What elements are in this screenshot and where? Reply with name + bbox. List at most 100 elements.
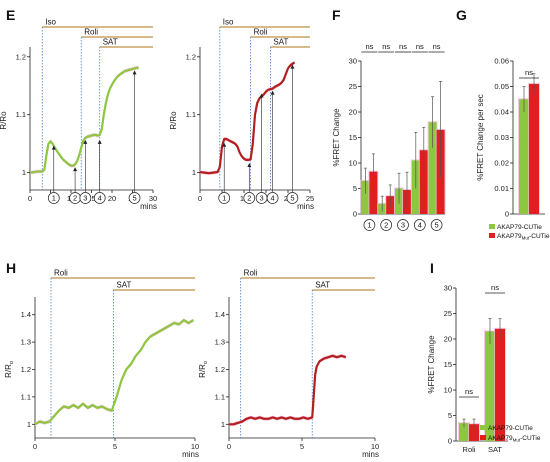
- y-tick-label: 1: [22, 168, 26, 177]
- legend-i: AKAP79-CUTie AKAP79Mut-CUTie: [480, 425, 541, 443]
- legend-label-mut-suffix-i: -CUTie: [520, 435, 541, 442]
- x-tick-label: 20: [108, 194, 116, 203]
- y-tick-label: 1: [192, 168, 196, 177]
- y-tick-label: 0.03: [494, 133, 509, 142]
- treatment-label: Roli: [254, 28, 268, 37]
- phase-label: 5: [132, 194, 136, 203]
- y-tick-label: 1.1: [186, 110, 196, 119]
- category-label: 2: [384, 221, 388, 230]
- treatment-label: Roli: [54, 269, 68, 278]
- y-tick-label: 20: [444, 335, 452, 344]
- sem-band: [200, 60, 295, 176]
- x-tick-label: 10: [191, 442, 199, 451]
- y-tick-label: 0: [448, 437, 452, 446]
- series-line: [29, 66, 139, 174]
- legend-label-mut-main: AKAP79: [497, 233, 522, 240]
- y-tick-label: 0.01: [494, 184, 509, 193]
- y-axis-label: %FRET Change: [332, 108, 341, 167]
- phase-label: 1: [222, 194, 226, 203]
- category-circle: [413, 219, 426, 231]
- y-tick-label: 0: [505, 210, 509, 219]
- chart-f: 0 5 10 15 20 25 30 %FRET Change ns 1 ns 2 ns 3 ns 4 ns 5: [332, 42, 446, 231]
- legend-label-mut: AKAP79Mut-CUTie: [497, 233, 550, 241]
- significance-label: ns: [365, 42, 373, 51]
- phase-label: 5: [290, 194, 294, 203]
- legend-label-mut-i: AKAP79Mut-CUTie: [488, 435, 541, 443]
- x-tick-label: 15: [87, 194, 95, 203]
- significance-label: ns: [416, 42, 424, 51]
- category-circle: [397, 219, 409, 231]
- bar: [519, 99, 529, 214]
- x-axis-label: mins: [182, 450, 199, 459]
- phase-label: 4: [98, 194, 102, 203]
- series-line: [34, 319, 194, 426]
- legend-swatch-mut: [489, 233, 495, 238]
- phase-arrowhead: [290, 64, 295, 69]
- x-tick-label: 0: [33, 442, 37, 451]
- y-axis-label-sub: o: [203, 361, 209, 364]
- y-tick-label: 0.02: [494, 159, 509, 168]
- panel-letter-e: E: [6, 7, 15, 23]
- treatment-label: SAT: [116, 281, 131, 290]
- category-circle: [430, 219, 443, 231]
- phase-circle: [128, 192, 141, 204]
- category-label: 1: [367, 221, 371, 230]
- phase-circle: [266, 192, 279, 204]
- y-tick-label: 1.2: [186, 52, 196, 61]
- legend-label-wt: AKAP79-CUTie: [497, 224, 542, 231]
- bar: [529, 83, 539, 214]
- panel-letter-g: G: [456, 7, 467, 23]
- category-label: 3: [401, 221, 405, 230]
- y-tick-label: 1.2: [21, 365, 31, 374]
- y-tick-label: 5: [448, 411, 452, 420]
- x-tick-label: 10: [371, 442, 379, 451]
- phase-label: 3: [260, 194, 264, 203]
- y-tick-label: 30: [349, 57, 357, 66]
- phase-arrowhead: [73, 167, 78, 172]
- treatment-label: Roli: [244, 269, 258, 278]
- phase-circle: [218, 192, 231, 204]
- x-axis-label: mins: [297, 202, 314, 211]
- phase-arrowhead: [51, 145, 56, 150]
- bar: [495, 328, 505, 441]
- y-axis-label-main: R/Ro: [0, 111, 8, 130]
- phase-arrowhead: [97, 139, 102, 144]
- y-axis-label-sub: o: [9, 361, 15, 364]
- y-tick-label: 1.4: [21, 310, 31, 319]
- panel-letter-f: F: [332, 7, 341, 23]
- significance-label: ns: [525, 68, 533, 77]
- y-tick-label: 1.3: [215, 338, 225, 347]
- x-axis-label: mins: [140, 202, 157, 211]
- category-label: Roli: [463, 445, 476, 454]
- y-axis-label: %FRET Change: [427, 335, 436, 394]
- phase-label: 2: [73, 194, 77, 203]
- treatment-label: Iso: [223, 18, 234, 27]
- x-tick-label: 0: [227, 442, 231, 451]
- treatment-label: SAT: [273, 38, 288, 47]
- y-tick-label: 5: [353, 184, 357, 193]
- x-tick-label: 30: [149, 194, 157, 203]
- series-line: [229, 354, 347, 426]
- bar: [361, 180, 370, 214]
- phase-label: 3: [83, 194, 87, 203]
- phase-arrowhead: [259, 93, 264, 98]
- y-tick-label: 1.1: [16, 110, 26, 119]
- phase-label: 2: [247, 194, 251, 203]
- legend-swatch-wt: [489, 224, 495, 229]
- panel-letter-h: H: [6, 260, 16, 276]
- legend-f: AKAP79-CUTie AKAP79Mut-CUTie: [489, 224, 550, 241]
- y-tick-label: 30: [444, 284, 452, 293]
- y-tick-label: 25: [349, 82, 357, 91]
- y-tick-label: 1.4: [215, 310, 225, 319]
- y-tick-label: 1.1: [21, 392, 31, 401]
- chart-i: 0 5 10 15 20 25 30 %FRET Change ns Roli ns SAT: [427, 283, 508, 454]
- phase-label: 4: [271, 194, 275, 203]
- chart-e-left: 11.11.2051015202530minsR/RoIsoRoliSAT123…: [0, 18, 157, 212]
- y-tick-label: 1.3: [21, 338, 31, 347]
- category-label: SAT: [488, 445, 502, 454]
- phase-circle: [93, 192, 106, 204]
- panel-letter-i: I: [430, 260, 434, 276]
